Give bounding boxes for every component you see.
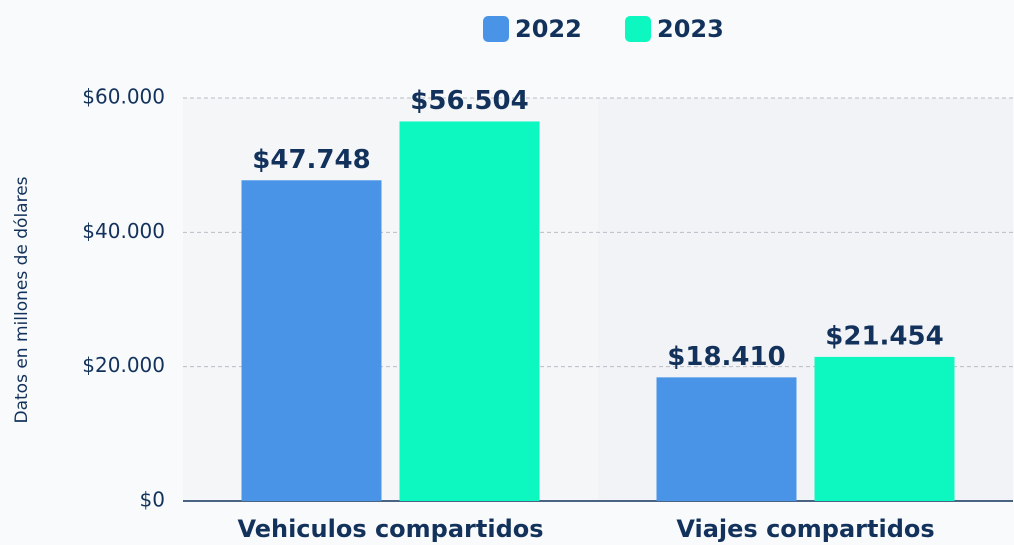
- value-label: $18.410: [667, 342, 785, 372]
- legend-swatch: [483, 16, 509, 42]
- y-tick-label: $40.000: [82, 219, 165, 243]
- bar: [399, 121, 540, 501]
- y-tick-label: $0: [140, 488, 165, 512]
- bar: [241, 180, 382, 501]
- y-axis-title: Datos en millones de dólares: [12, 176, 32, 423]
- bar: [656, 377, 797, 501]
- legend-swatch: [625, 16, 651, 42]
- x-tick-label: Vehiculos compartidos: [237, 515, 543, 543]
- value-label: $56.504: [410, 86, 528, 116]
- value-label: $47.748: [252, 145, 370, 175]
- legend-label: 2022: [515, 15, 582, 43]
- y-tick-label: $60.000: [82, 85, 165, 109]
- x-tick-label: Viajes compartidos: [676, 515, 934, 543]
- y-tick-label: $20.000: [82, 353, 165, 377]
- bar: [814, 356, 955, 501]
- legend-label: 2023: [657, 15, 724, 43]
- value-label: $21.454: [825, 321, 943, 351]
